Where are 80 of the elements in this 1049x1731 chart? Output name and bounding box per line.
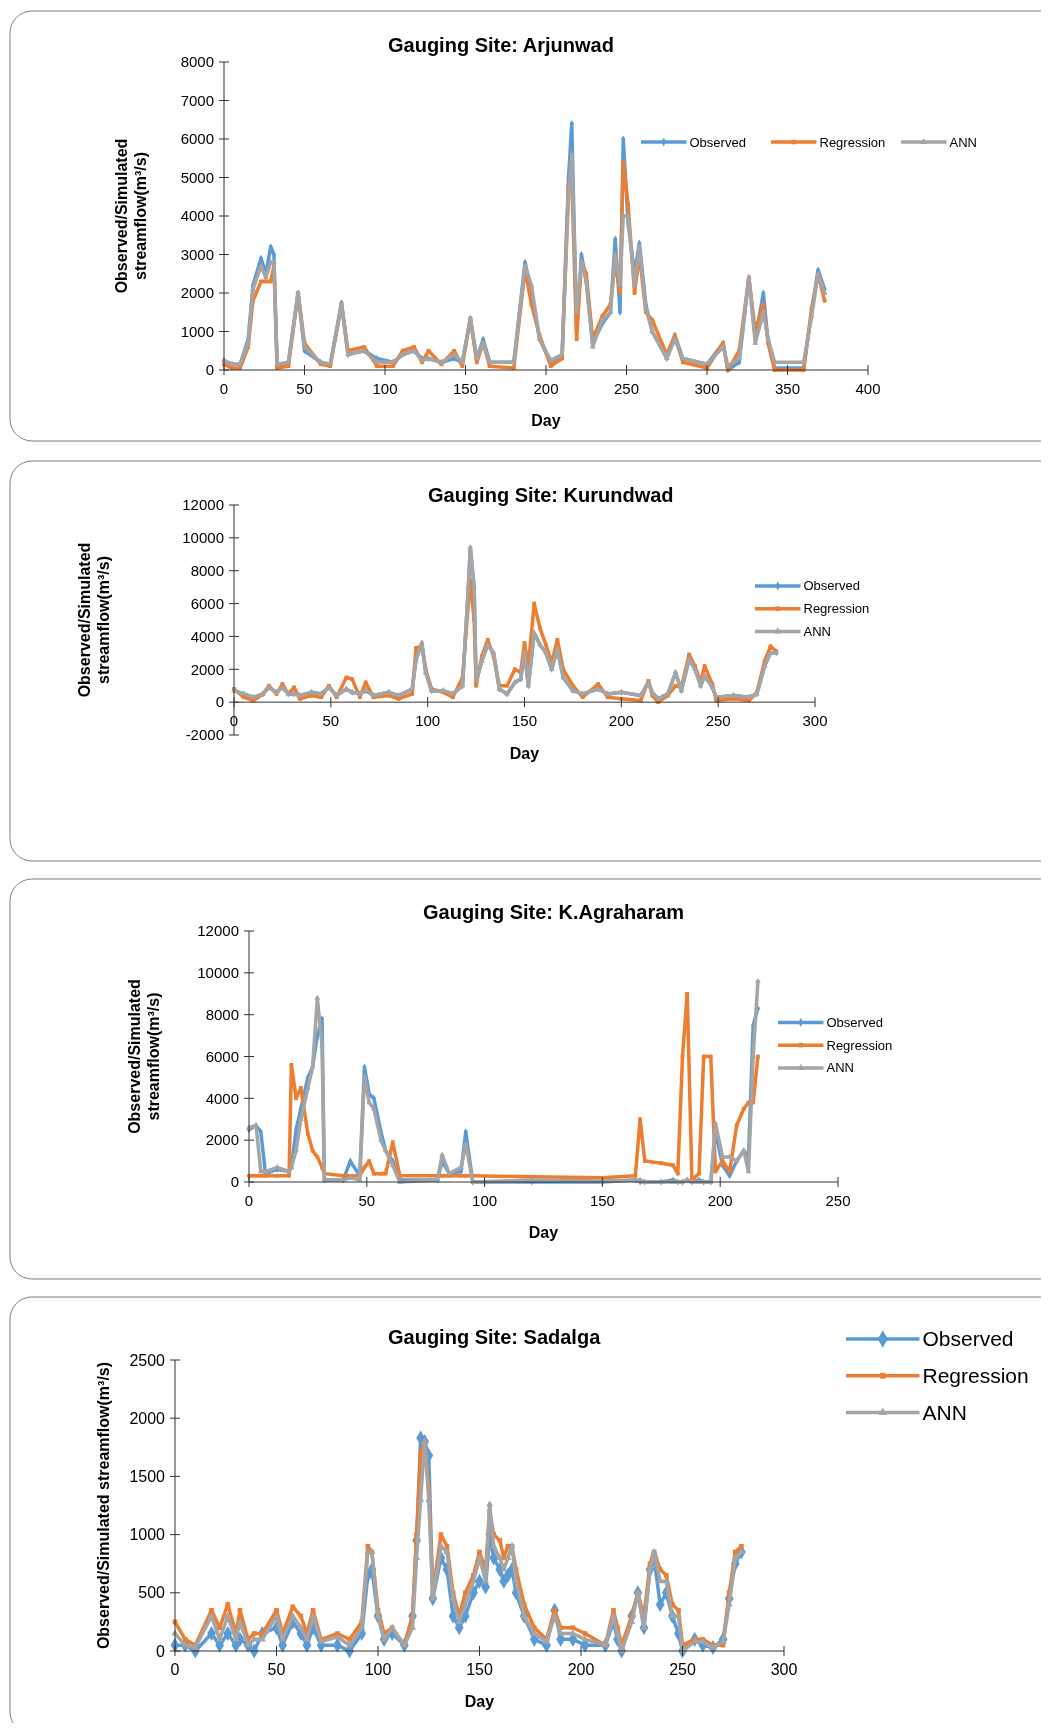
x-tick-label: 250 bbox=[669, 1661, 696, 1678]
x-tick-label: 100 bbox=[364, 1661, 392, 1678]
chart-title: Gauging Site: Kurundwad bbox=[428, 484, 674, 506]
chart-title: Gauging Site: Arjunwad bbox=[388, 34, 614, 56]
x-tick-label: 50 bbox=[296, 380, 313, 397]
y-tick-label: 1000 bbox=[129, 1526, 166, 1544]
x-tick-label: 300 bbox=[802, 712, 828, 730]
x-tick-label: 300 bbox=[770, 1661, 798, 1678]
chart-title: Gauging Site: Sadalga bbox=[388, 1326, 602, 1348]
y-axis-title: Observed/Simulated streamflow(m³/s) bbox=[112, 138, 149, 294]
legend-label: ANN bbox=[949, 134, 977, 150]
y-tick-label: 2000 bbox=[129, 1409, 166, 1427]
x-tick-label: 50 bbox=[267, 1661, 286, 1678]
y-tick-label: 1000 bbox=[180, 322, 214, 340]
x-tick-label: 350 bbox=[774, 380, 801, 397]
x-tick-label: 200 bbox=[533, 380, 559, 397]
x-tick-label: 50 bbox=[358, 1192, 376, 1209]
y-axis-title: Observed/Simulated streamflow(m³/s) bbox=[94, 1361, 112, 1650]
y-tick-label: 12000 bbox=[182, 496, 224, 514]
legend-label: Observed bbox=[826, 1014, 883, 1030]
y-tick-label: 8000 bbox=[190, 561, 224, 579]
x-tick-label: 150 bbox=[452, 380, 479, 397]
y-tick-label: 4000 bbox=[180, 207, 214, 225]
x-tick-label: 150 bbox=[466, 1661, 493, 1678]
x-tick-label: 200 bbox=[608, 712, 634, 730]
y-tick-label: 4000 bbox=[190, 627, 224, 645]
y-axis-title: Observed/Simulated streamflow(m³/s) bbox=[125, 979, 162, 1134]
y-tick-label: 0 bbox=[156, 1642, 166, 1660]
x-axis-title: Day bbox=[509, 745, 540, 762]
x-tick-label: 100 bbox=[372, 380, 398, 397]
y-tick-label: 0 bbox=[230, 1173, 239, 1191]
y-tick-label: 7000 bbox=[180, 91, 214, 109]
legend-label: ANN bbox=[922, 1400, 967, 1424]
x-tick-label: 150 bbox=[511, 712, 538, 730]
y-tick-label: 2000 bbox=[180, 284, 214, 302]
y-tick-label: 5000 bbox=[180, 168, 214, 186]
y-tick-label: 0 bbox=[215, 693, 224, 711]
legend-label: Observed bbox=[803, 578, 860, 594]
y-tick-label: 0 bbox=[205, 361, 214, 379]
y-axis-title: Observed/Simulated streamflow(m³/s) bbox=[75, 542, 112, 698]
x-tick-label: 100 bbox=[472, 1192, 498, 1209]
x-tick-label: 400 bbox=[855, 380, 881, 397]
x-tick-label: 200 bbox=[707, 1192, 733, 1209]
x-tick-label: 0 bbox=[244, 1192, 254, 1209]
x-axis-title: Day bbox=[531, 412, 561, 429]
legend-label: Observed bbox=[922, 1327, 1014, 1351]
legend-label: ANN bbox=[826, 1060, 854, 1076]
legend-label: ANN bbox=[803, 623, 831, 639]
y-tick-label: 2000 bbox=[205, 1131, 239, 1149]
legend-label: Regression bbox=[819, 134, 886, 150]
x-tick-label: 200 bbox=[567, 1661, 595, 1678]
x-axis-title: Day bbox=[464, 1693, 495, 1710]
x-tick-label: 300 bbox=[694, 380, 720, 397]
y-tick-label: 12000 bbox=[197, 922, 239, 940]
y-tick-label: 8000 bbox=[205, 1005, 239, 1023]
y-tick-label: 2000 bbox=[190, 660, 224, 678]
y-tick-label: 6000 bbox=[190, 594, 224, 612]
x-tick-label: 100 bbox=[415, 712, 441, 730]
y-tick-label: 4000 bbox=[205, 1089, 239, 1107]
y-tick-label: 6000 bbox=[180, 130, 214, 148]
y-tick-label: 3000 bbox=[180, 245, 214, 263]
y-tick-label: 8000 bbox=[180, 53, 214, 71]
x-tick-label: 50 bbox=[322, 712, 340, 730]
y-tick-label: 10000 bbox=[182, 529, 224, 547]
y-tick-label: 500 bbox=[138, 1584, 166, 1602]
x-tick-label: 250 bbox=[825, 1192, 851, 1209]
legend-label: Regression bbox=[922, 1364, 1029, 1388]
x-tick-label: 150 bbox=[589, 1192, 615, 1209]
y-tick-label: 10000 bbox=[197, 964, 239, 982]
legend-label: Regression bbox=[826, 1037, 893, 1053]
y-tick-label: -2000 bbox=[185, 726, 224, 744]
x-axis-title: Day bbox=[528, 1224, 559, 1241]
x-tick-label: 250 bbox=[613, 380, 640, 397]
chart-title: Gauging Site: K.Agraharam bbox=[423, 901, 685, 923]
y-tick-label: 1500 bbox=[129, 1468, 166, 1485]
legend-label: Regression bbox=[803, 601, 870, 617]
y-tick-label: 2500 bbox=[129, 1351, 166, 1369]
y-tick-label: 6000 bbox=[205, 1047, 239, 1065]
legend-label: Observed bbox=[689, 134, 746, 150]
x-tick-label: 250 bbox=[705, 712, 731, 730]
